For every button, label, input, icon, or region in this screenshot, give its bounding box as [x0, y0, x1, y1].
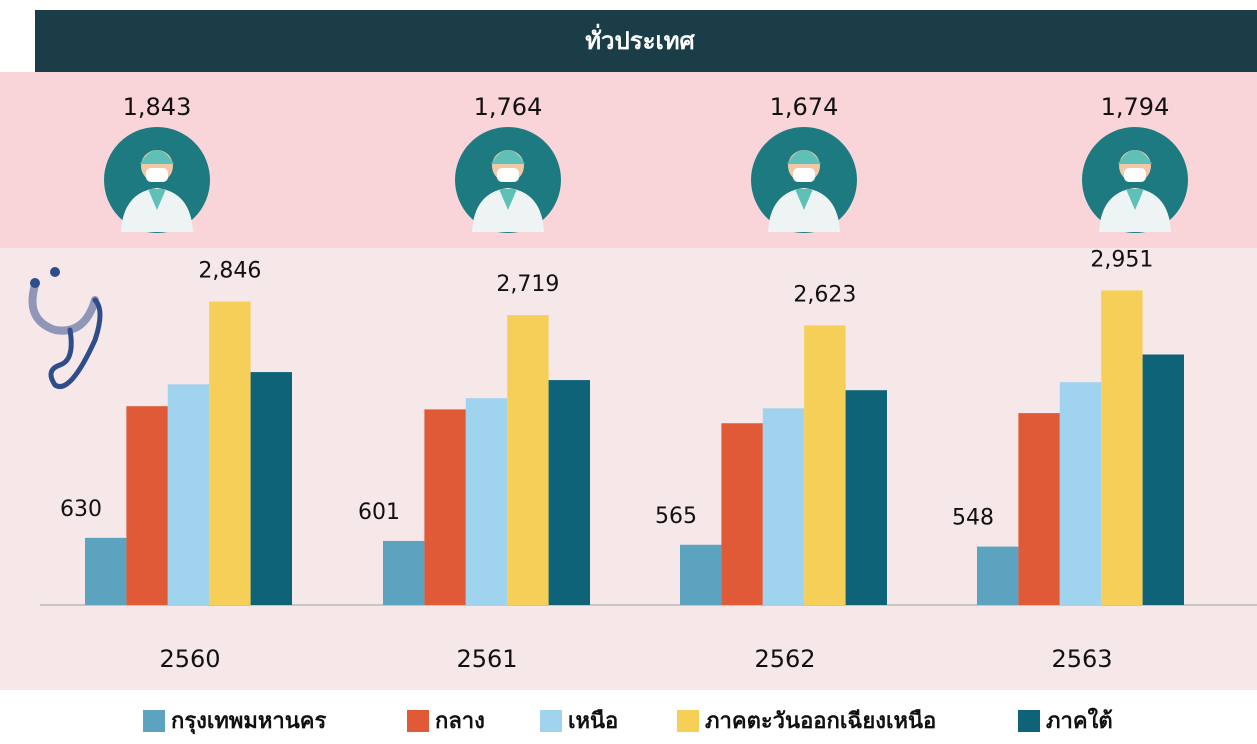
x-tick-label: 2562 — [754, 645, 815, 673]
mask — [1124, 168, 1146, 182]
doctor-count: 1,674 — [770, 93, 839, 121]
doctor-count: 1,764 — [474, 93, 543, 121]
value-label: 2,719 — [496, 272, 559, 297]
doctor-icon — [455, 127, 561, 233]
x-tick-label: 2563 — [1051, 645, 1112, 673]
legend-label: กลาง — [435, 709, 485, 734]
legend-swatch — [143, 710, 165, 732]
x-tick-label: 2561 — [456, 645, 517, 673]
bar — [846, 390, 887, 605]
legend-swatch — [677, 710, 699, 732]
value-label: 601 — [358, 500, 400, 525]
bar — [126, 406, 167, 605]
bar — [1101, 290, 1142, 605]
bar — [507, 315, 548, 605]
bar — [168, 384, 209, 605]
bar — [1018, 413, 1059, 605]
mask — [793, 168, 815, 182]
title: ทั่วประเทศ — [585, 23, 695, 55]
bar — [804, 325, 845, 605]
value-label: 548 — [952, 506, 994, 531]
value-label: 2,951 — [1090, 247, 1153, 272]
value-label: 630 — [60, 497, 102, 522]
doctor-icon — [104, 127, 210, 233]
bar — [466, 398, 507, 605]
mask — [146, 168, 168, 182]
legend-swatch — [1018, 710, 1040, 732]
mask — [497, 168, 519, 182]
value-label: 2,846 — [198, 259, 261, 284]
legend-swatch — [407, 710, 429, 732]
bar — [763, 408, 804, 605]
x-tick-label: 2560 — [159, 645, 220, 673]
doctor-count: 1,843 — [123, 93, 192, 121]
bar — [721, 423, 762, 605]
bar — [1143, 354, 1184, 605]
legend-swatch — [540, 710, 562, 732]
bar — [209, 302, 250, 605]
bar — [383, 541, 424, 605]
bar — [251, 372, 292, 605]
legend-label: ภาคใต้ — [1046, 707, 1113, 734]
bar — [680, 545, 721, 605]
doctor-count: 1,794 — [1101, 93, 1170, 121]
value-label: 2,623 — [793, 282, 856, 307]
doctor-icon — [751, 127, 857, 233]
value-label: 565 — [655, 504, 697, 529]
legend-label: เหนือ — [568, 709, 618, 734]
bar — [549, 380, 590, 605]
bar — [977, 547, 1018, 605]
bar — [85, 538, 126, 605]
legend-label: ภาคตะวันออกเฉียงเหนือ — [705, 709, 936, 734]
infographic: ทั่วประเทศ 1,843 1,764 1,674 1,794 2560 630 2,… — [0, 0, 1257, 744]
doctor-icon — [1082, 127, 1188, 233]
bar — [424, 409, 465, 605]
bar — [1060, 382, 1101, 605]
legend-label: กรุงเทพมหานคร — [171, 709, 327, 735]
